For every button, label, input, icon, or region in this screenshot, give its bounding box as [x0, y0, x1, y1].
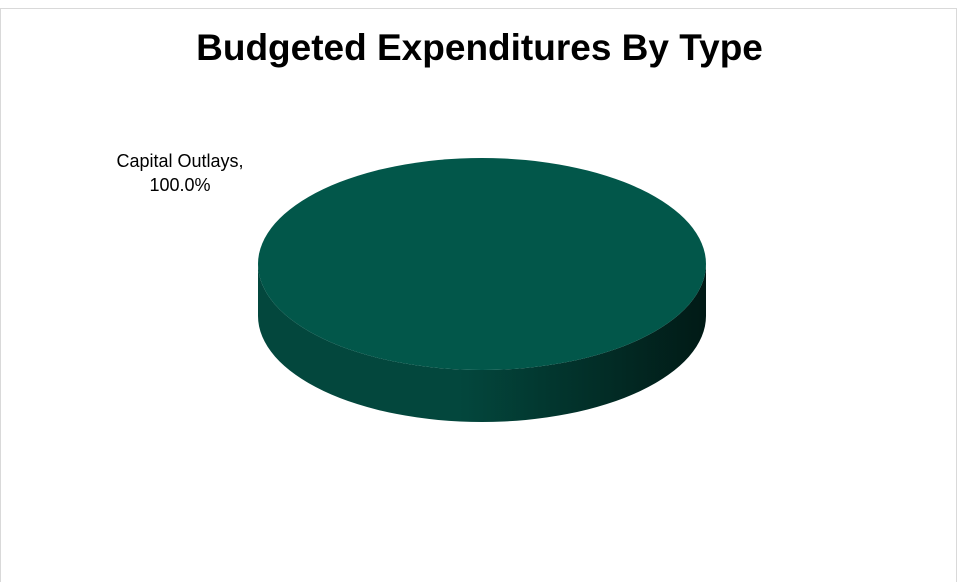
data-label-capital-outlays: Capital Outlays, 100.0%	[116, 151, 243, 195]
chart-title: Budgeted Expenditures By Type	[196, 27, 763, 68]
pie-slice-side-capital-outlays	[258, 264, 706, 422]
pie-slice-capital-outlays	[258, 158, 706, 370]
